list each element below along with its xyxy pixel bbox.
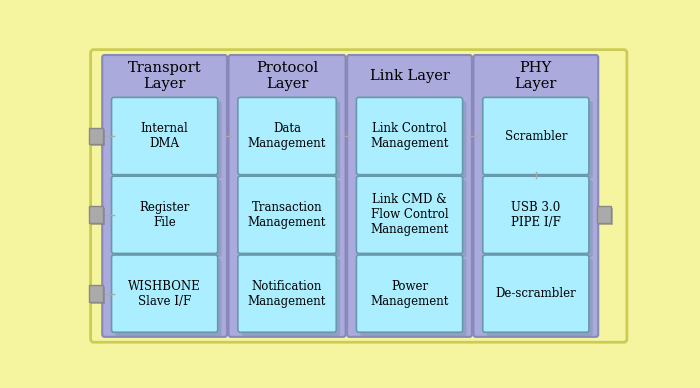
FancyBboxPatch shape	[111, 97, 218, 175]
FancyBboxPatch shape	[486, 180, 593, 257]
FancyBboxPatch shape	[89, 206, 103, 223]
FancyBboxPatch shape	[360, 101, 466, 178]
FancyBboxPatch shape	[111, 255, 218, 332]
FancyBboxPatch shape	[356, 97, 463, 175]
FancyBboxPatch shape	[238, 97, 336, 175]
Text: Link CMD &
Flow Control
Management: Link CMD & Flow Control Management	[370, 193, 449, 236]
Text: Link Control
Management: Link Control Management	[370, 122, 449, 150]
FancyBboxPatch shape	[486, 259, 593, 336]
FancyBboxPatch shape	[347, 55, 472, 337]
Text: Transaction
Management: Transaction Management	[248, 201, 326, 229]
FancyBboxPatch shape	[116, 101, 222, 178]
FancyBboxPatch shape	[89, 285, 103, 302]
FancyBboxPatch shape	[599, 208, 613, 225]
Text: Register
File: Register File	[139, 201, 190, 229]
Text: Notification
Management: Notification Management	[248, 280, 326, 308]
FancyBboxPatch shape	[241, 259, 340, 336]
FancyBboxPatch shape	[483, 97, 589, 175]
Text: WISHBONE
Slave I/F: WISHBONE Slave I/F	[128, 280, 201, 308]
Text: Data
Management: Data Management	[248, 122, 326, 150]
FancyBboxPatch shape	[486, 101, 593, 178]
FancyBboxPatch shape	[116, 180, 222, 257]
FancyBboxPatch shape	[241, 180, 340, 257]
FancyBboxPatch shape	[473, 55, 598, 337]
FancyBboxPatch shape	[356, 255, 463, 332]
FancyBboxPatch shape	[356, 176, 463, 253]
FancyBboxPatch shape	[360, 259, 466, 336]
Text: De-scrambler: De-scrambler	[496, 287, 576, 300]
FancyBboxPatch shape	[483, 255, 589, 332]
Text: USB 3.0
PIPE I/F: USB 3.0 PIPE I/F	[511, 201, 561, 229]
FancyBboxPatch shape	[90, 50, 627, 342]
Text: Scrambler: Scrambler	[505, 130, 567, 142]
FancyBboxPatch shape	[228, 55, 346, 337]
FancyBboxPatch shape	[116, 259, 222, 336]
Text: Protocol
Layer: Protocol Layer	[256, 61, 318, 92]
FancyBboxPatch shape	[111, 176, 218, 253]
FancyBboxPatch shape	[90, 129, 104, 146]
FancyBboxPatch shape	[238, 255, 336, 332]
Text: PHY
Layer: PHY Layer	[514, 61, 557, 92]
FancyBboxPatch shape	[483, 176, 589, 253]
FancyBboxPatch shape	[241, 101, 340, 178]
FancyBboxPatch shape	[238, 176, 336, 253]
Text: Transport
Layer: Transport Layer	[128, 61, 202, 92]
FancyBboxPatch shape	[360, 180, 466, 257]
FancyBboxPatch shape	[89, 128, 103, 144]
Text: Power
Management: Power Management	[370, 280, 449, 308]
FancyBboxPatch shape	[102, 55, 227, 337]
Text: Internal
DMA: Internal DMA	[141, 122, 188, 150]
FancyBboxPatch shape	[90, 287, 104, 304]
FancyBboxPatch shape	[598, 206, 611, 223]
FancyBboxPatch shape	[90, 208, 104, 225]
Text: Link Layer: Link Layer	[370, 69, 449, 83]
